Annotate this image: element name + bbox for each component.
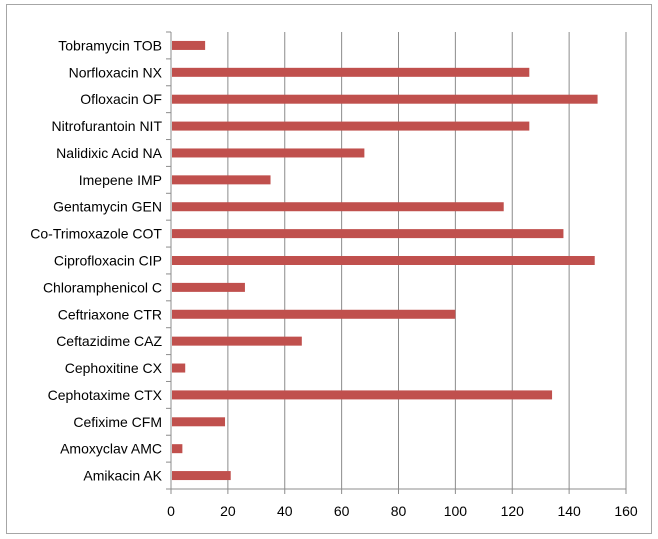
category-label: Ceftazidime CAZ [56, 333, 162, 349]
category-label: Ciprofloxacin CIP [54, 253, 162, 269]
bars [172, 40, 598, 481]
x-tick-label: 40 [277, 503, 293, 519]
category-label: Nalidixic Acid NA [56, 145, 162, 161]
axes [166, 31, 627, 494]
bar [172, 363, 186, 373]
category-label: Co-Trimoxazole COT [30, 226, 162, 242]
x-tick-label: 20 [220, 503, 236, 519]
category-label: Imepene IMP [79, 172, 162, 188]
bar [172, 175, 271, 185]
category-label: Gentamycin GEN [53, 199, 162, 215]
x-tick-label: 120 [501, 503, 525, 519]
x-tick-label: 60 [334, 503, 350, 519]
x-tick-label: 0 [167, 503, 175, 519]
x-tick-label: 80 [391, 503, 407, 519]
category-label: Amikacin AK [83, 468, 162, 484]
bar [172, 229, 564, 239]
bar [172, 202, 504, 212]
bar [172, 390, 553, 400]
category-label: Nitrofurantoin NIT [52, 118, 163, 134]
x-tick-label: 160 [614, 503, 638, 519]
bar [172, 94, 598, 104]
bar [172, 148, 365, 158]
bar [172, 444, 183, 454]
chart-frame [6, 4, 652, 534]
bar [172, 336, 302, 346]
bar [172, 309, 456, 319]
x-tick-label: 100 [444, 503, 468, 519]
category-label: Amoxyclav AMC [60, 441, 162, 457]
x-tick-labels: 0 20 40 60 80 100 120 140 160 [167, 503, 638, 519]
x-tick-label: 140 [557, 503, 581, 519]
bar [172, 471, 231, 481]
category-label: Cephoxitine CX [65, 360, 163, 376]
category-label: Cephotaxime CTX [48, 387, 163, 403]
category-label: Cefixime CFM [73, 414, 162, 430]
bar [172, 67, 530, 77]
bar [172, 417, 226, 427]
category-labels: Tobramycin TOB Norfloxacin NX Ofloxacin OF… [30, 37, 162, 483]
bar [172, 121, 530, 131]
category-label: Tobramycin TOB [58, 37, 162, 53]
category-label: Chloramphenicol C [43, 279, 162, 295]
bar [172, 40, 206, 50]
bar [172, 282, 245, 292]
category-label: Norfloxacin NX [69, 64, 163, 80]
category-label: Ceftriaxone CTR [58, 306, 162, 322]
category-label: Ofloxacin OF [80, 91, 162, 107]
bar [172, 256, 595, 265]
